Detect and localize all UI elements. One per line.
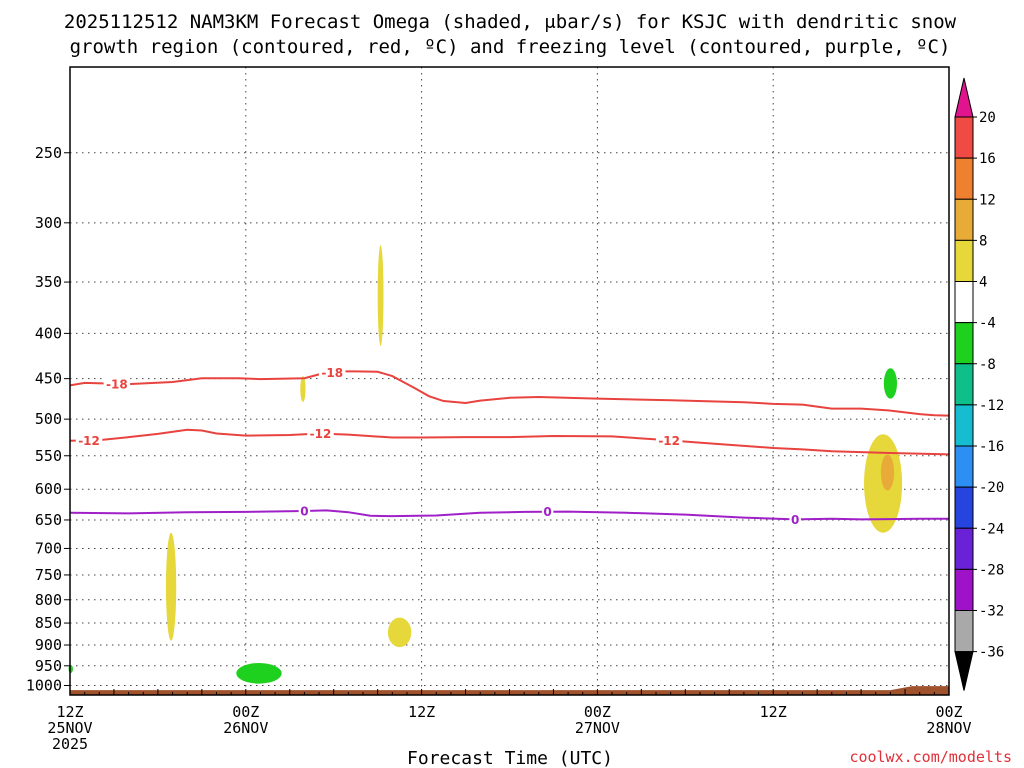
y-tick-label-550: 550 xyxy=(35,447,62,465)
contour-label-bg xyxy=(75,433,103,448)
contour-label-bg xyxy=(541,504,554,519)
y-tick-label-900: 900 xyxy=(35,636,62,654)
contour-label--12: -12 xyxy=(658,434,680,448)
omega-colorbar: 20 16 12 8 4 -4 -8 -12 -16 -20 -24 -28 -32 -36 xyxy=(954,77,1004,691)
colorbar-label: -20 xyxy=(979,480,1004,496)
plot-area: -18 -18 -12 -12 -12 0 0 0 xyxy=(64,66,950,696)
colorbar-segment xyxy=(954,445,974,488)
colorbar-label: 8 xyxy=(979,233,987,249)
colorbar-label: -4 xyxy=(979,316,996,332)
contour-label--12: -12 xyxy=(78,434,100,448)
contour-label--18: -18 xyxy=(321,366,343,380)
colorbar-label: 12 xyxy=(979,192,996,208)
colorbar-label: -16 xyxy=(979,439,1004,455)
x-tick-marks xyxy=(69,689,950,695)
y-tick-label-1000: 1000 xyxy=(26,677,62,695)
colorbar-label: 20 xyxy=(979,110,996,126)
colorbar-segment xyxy=(954,363,974,406)
y-tick-label-250: 250 xyxy=(35,144,62,162)
x-tick-label: 00Z xyxy=(232,703,259,721)
y-tick-label-950: 950 xyxy=(35,657,62,675)
colorbar-segment xyxy=(954,157,974,200)
colorbar-segment xyxy=(954,239,974,282)
colorbar-top-arrow xyxy=(954,77,974,118)
y-tick-label-700: 700 xyxy=(35,539,62,557)
omega-shaded-region-6 xyxy=(236,662,282,684)
contour-label-bg xyxy=(655,433,683,448)
plot-background xyxy=(70,67,949,695)
contour-label-bg xyxy=(307,426,334,441)
contour-label-bg xyxy=(318,365,346,380)
colorbar-bottom-arrow xyxy=(954,651,974,691)
contour-line--18 xyxy=(69,370,950,417)
y-tick-label-800: 800 xyxy=(35,591,62,609)
y-axis-tick-labels: 250 300 350 400 450 500 550 600 650 700 750 800 850 9… xyxy=(26,144,62,695)
omega-shaded-region-5 xyxy=(880,454,895,491)
colorbar-label: -28 xyxy=(979,562,1004,578)
omega-shaded-region-3 xyxy=(387,617,412,648)
x-tick-label: 25NOV xyxy=(47,719,92,737)
chart-title-line-2: growth region (contoured, red, ºC) and f… xyxy=(70,36,951,58)
y-tick-label-400: 400 xyxy=(35,324,62,342)
colorbar-label: 4 xyxy=(979,275,987,291)
colorbar-label: 16 xyxy=(979,151,996,167)
contour-label-bg xyxy=(789,512,801,527)
y-tick-label-350: 350 xyxy=(35,273,62,291)
colorbar-label: -36 xyxy=(979,645,1004,661)
colorbar-segment xyxy=(954,322,974,365)
contour-label--18: -18 xyxy=(106,377,128,391)
omega-shaded-region-7 xyxy=(883,368,897,399)
colorbar-segment xyxy=(954,486,974,529)
temperature-contours: -18 -18 -12 -12 -12 0 0 0 xyxy=(69,365,950,527)
contour-label--12: -12 xyxy=(310,427,332,441)
colorbar-segment xyxy=(954,610,974,653)
colorbar-segment xyxy=(954,281,974,324)
omega-shaded-region-1 xyxy=(300,376,306,402)
y-tick-label-450: 450 xyxy=(35,370,62,388)
contour-label-bg xyxy=(298,503,311,518)
omega-shading xyxy=(68,245,903,684)
colorbar-segment xyxy=(954,527,974,570)
x-axis-label: Forecast Time (UTC) xyxy=(407,748,613,768)
x-tick-label: 00Z xyxy=(935,703,962,721)
contour-label-0: 0 xyxy=(791,513,799,527)
x-tick-label: 00Z xyxy=(584,703,611,721)
colorbar-segment xyxy=(954,198,974,241)
x-tick-label: 12Z xyxy=(760,703,787,721)
colorbar-label: -24 xyxy=(979,521,1004,537)
x-tick-label: 12Z xyxy=(408,703,435,721)
contour-label-0: 0 xyxy=(300,504,308,518)
omega-shaded-region-0 xyxy=(165,532,177,641)
contour-label-0: 0 xyxy=(543,505,551,519)
colorbar-label: -12 xyxy=(979,398,1004,414)
colorbar-segment xyxy=(954,116,974,159)
y-tick-label-600: 600 xyxy=(35,480,62,498)
contour-line--12 xyxy=(69,428,950,456)
y-tick-label-650: 650 xyxy=(35,511,62,529)
x-tick-label: 28NOV xyxy=(926,719,971,737)
omega-shaded-region-2 xyxy=(377,245,384,346)
y-tick-label-500: 500 xyxy=(35,410,62,428)
y-tick-label-750: 750 xyxy=(35,566,62,584)
colorbar-segment xyxy=(954,568,974,611)
colorbar-label: -8 xyxy=(979,357,996,373)
grid-lines xyxy=(64,67,949,695)
y-tick-label-850: 850 xyxy=(35,614,62,632)
colorbar-label: -32 xyxy=(979,604,1004,620)
colorbar-segment xyxy=(954,404,974,447)
x-tick-label: 27NOV xyxy=(575,719,620,737)
x-tick-label: 26NOV xyxy=(223,719,268,737)
source-credit: coolwx.com/modelts xyxy=(849,748,1012,766)
x-tick-label: 12Z xyxy=(56,703,83,721)
contour-line-0 xyxy=(69,509,949,521)
chart-title-line-1: 2025112512 NAM3KM Forecast Omega (shaded… xyxy=(64,11,957,33)
contour-label-bg xyxy=(103,376,131,391)
x-tick-label: 2025 xyxy=(52,735,88,753)
y-tick-label-300: 300 xyxy=(35,214,62,232)
